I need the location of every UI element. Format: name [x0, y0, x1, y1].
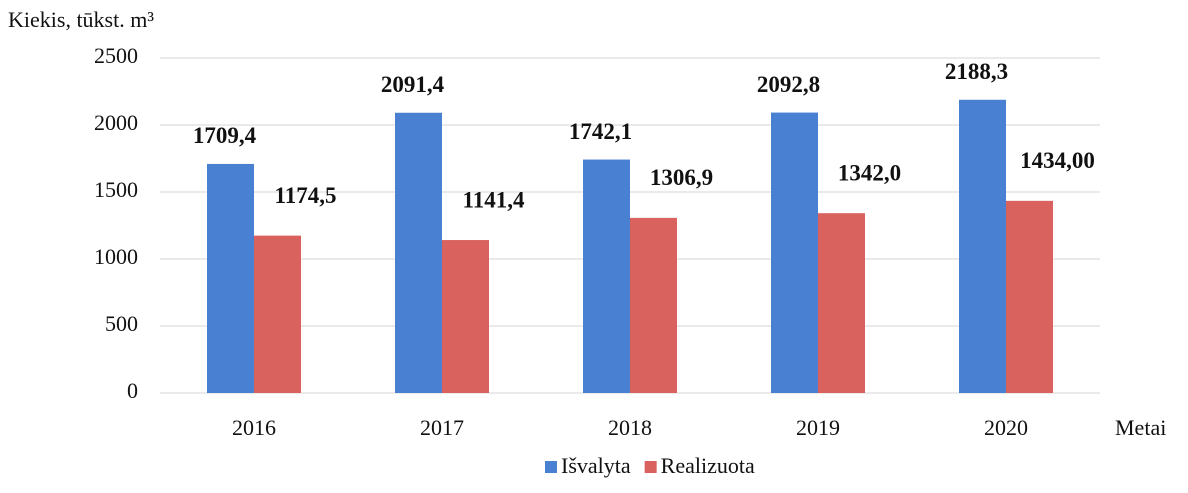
value-label: 2091,4 [381, 72, 445, 97]
value-label: 1709,4 [193, 123, 257, 148]
legend-swatch [545, 461, 557, 473]
value-label: 1434,00 [1020, 148, 1095, 173]
bar [630, 217, 677, 393]
value-label: 1141,4 [463, 187, 525, 212]
x-tick-label: 2016 [232, 415, 276, 440]
bar [395, 112, 442, 393]
bar [959, 99, 1006, 394]
bar [254, 235, 301, 393]
y-tick-label: 1000 [94, 244, 138, 269]
bar [583, 159, 630, 393]
value-label: 2092,8 [757, 72, 820, 97]
legend-swatch [644, 461, 657, 473]
value-label: 1342,0 [838, 160, 901, 185]
bar [442, 240, 489, 393]
value-label: 2188,3 [945, 59, 1008, 84]
x-tick-label: 2017 [420, 415, 464, 440]
x-tick-label: 2019 [796, 415, 840, 440]
y-tick-label: 2000 [94, 110, 138, 135]
bar [771, 112, 818, 394]
value-label: 1742,1 [569, 119, 632, 144]
x-tick-label: 2020 [984, 415, 1028, 440]
value-label: 1306,9 [650, 165, 713, 190]
y-tick-label: 500 [105, 311, 138, 336]
bar [1006, 200, 1053, 393]
x-tick-label: 2018 [608, 415, 652, 440]
legend-label: Realizuota [661, 453, 755, 478]
value-label: 1174,5 [275, 183, 337, 208]
x-axis-label: Metai [1115, 415, 1166, 440]
y-tick-label: 1500 [94, 177, 138, 202]
y-axis-label: Kiekis, tūkst. m³ [8, 7, 154, 32]
bar [818, 213, 865, 393]
bar [207, 163, 254, 393]
legend-label: Išvalyta [561, 453, 631, 478]
y-tick-label: 2500 [94, 43, 138, 68]
y-tick-label: 0 [127, 378, 138, 403]
